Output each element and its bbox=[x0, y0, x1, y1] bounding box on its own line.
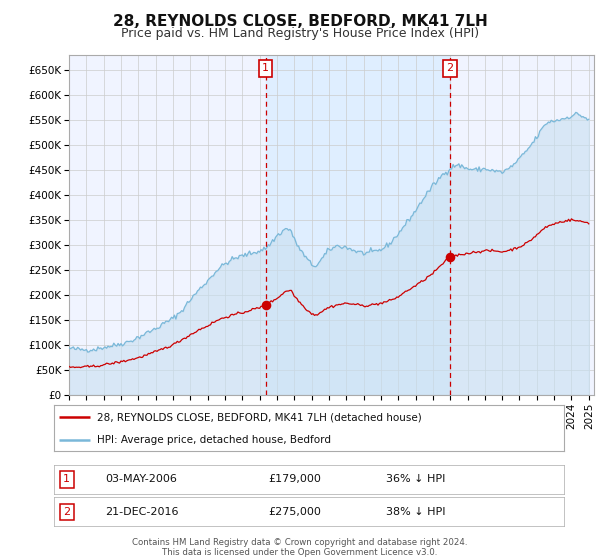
Text: HPI: Average price, detached house, Bedford: HPI: Average price, detached house, Bedf… bbox=[97, 435, 331, 445]
Text: 2: 2 bbox=[446, 63, 453, 73]
Point bbox=[445, 253, 454, 262]
Text: Price paid vs. HM Land Registry's House Price Index (HPI): Price paid vs. HM Land Registry's House … bbox=[121, 27, 479, 40]
Text: 1: 1 bbox=[63, 474, 70, 484]
Text: 1: 1 bbox=[262, 63, 269, 73]
Text: 38% ↓ HPI: 38% ↓ HPI bbox=[386, 507, 445, 517]
Point bbox=[261, 301, 271, 310]
Text: £275,000: £275,000 bbox=[268, 507, 321, 517]
Text: 28, REYNOLDS CLOSE, BEDFORD, MK41 7LH (detached house): 28, REYNOLDS CLOSE, BEDFORD, MK41 7LH (d… bbox=[97, 412, 422, 422]
Text: 28, REYNOLDS CLOSE, BEDFORD, MK41 7LH: 28, REYNOLDS CLOSE, BEDFORD, MK41 7LH bbox=[113, 14, 487, 29]
Text: This data is licensed under the Open Government Licence v3.0.: This data is licensed under the Open Gov… bbox=[163, 548, 437, 557]
Text: £179,000: £179,000 bbox=[268, 474, 321, 484]
Bar bbox=[266, 55, 449, 395]
Text: Contains HM Land Registry data © Crown copyright and database right 2024.: Contains HM Land Registry data © Crown c… bbox=[132, 538, 468, 547]
Text: 21-DEC-2016: 21-DEC-2016 bbox=[105, 507, 179, 517]
Text: 36% ↓ HPI: 36% ↓ HPI bbox=[386, 474, 445, 484]
Text: 03-MAY-2006: 03-MAY-2006 bbox=[105, 474, 177, 484]
Text: 2: 2 bbox=[63, 507, 70, 517]
